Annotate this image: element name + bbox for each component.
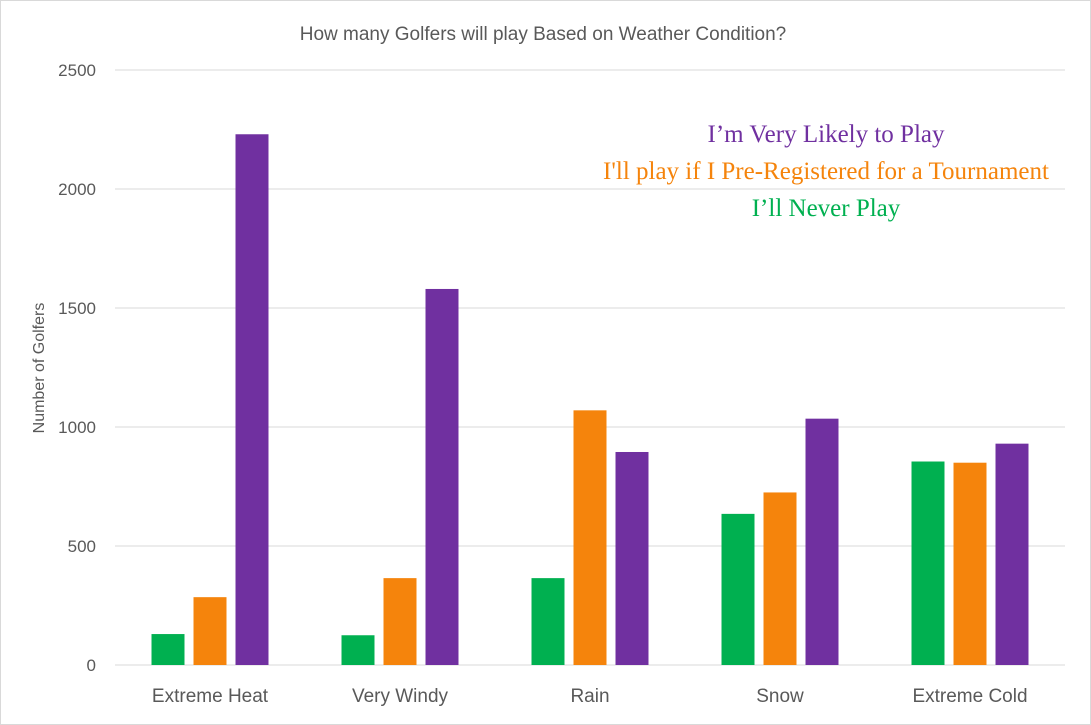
x-category-label: Snow [756, 686, 804, 707]
y-tick-label: 500 [68, 537, 96, 556]
y-tick-label: 1500 [58, 299, 96, 318]
x-category-label: Extreme Heat [152, 686, 269, 707]
bar-rain-series-2 [615, 451, 649, 665]
bar-snow-series-1 [763, 492, 797, 665]
bar-very-windy-series-0 [341, 635, 375, 665]
bar-snow-series-2 [805, 418, 839, 665]
legend-entry: I’m Very Likely to Play [708, 121, 945, 148]
bar-very-windy-series-1 [383, 578, 417, 665]
bar-extreme-heat-series-0 [151, 634, 185, 665]
x-category-label: Extreme Cold [912, 686, 1027, 707]
y-axis-label: Number of Golfers [31, 303, 48, 434]
x-category-label: Rain [570, 686, 609, 707]
bar-very-windy-series-2 [425, 288, 459, 665]
bar-extreme-cold-series-0 [911, 461, 945, 665]
legend-entry: I'll play if I Pre-Registered for a Tour… [603, 158, 1049, 185]
y-tick-label: 1000 [58, 418, 96, 437]
bar-rain-series-0 [531, 578, 565, 665]
bar-extreme-heat-series-2 [235, 134, 269, 665]
bar-extreme-cold-series-2 [995, 443, 1029, 665]
bar-extreme-heat-series-1 [193, 597, 227, 665]
bar-snow-series-0 [721, 513, 755, 665]
legend-entry: I’ll Never Play [752, 195, 901, 222]
bar-rain-series-1 [573, 410, 607, 665]
chart-title: How many Golfers will play Based on Weat… [300, 24, 787, 45]
bar-extreme-cold-series-1 [953, 462, 987, 665]
bars [151, 134, 1029, 665]
y-axis-ticks: 0 500 1000 1500 2000 2500 [58, 61, 96, 675]
y-tick-label: 2500 [58, 61, 96, 80]
y-tick-label: 0 [87, 656, 96, 675]
y-tick-label: 2000 [58, 180, 96, 199]
gridlines [115, 69, 1065, 666]
x-axis-categories: Extreme Heat Very Windy Rain Snow Extreme Co… [152, 686, 1028, 707]
legend: I’m Very Likely to Play I'll play if I Pr… [603, 121, 1049, 222]
x-category-label: Very Windy [352, 686, 449, 707]
